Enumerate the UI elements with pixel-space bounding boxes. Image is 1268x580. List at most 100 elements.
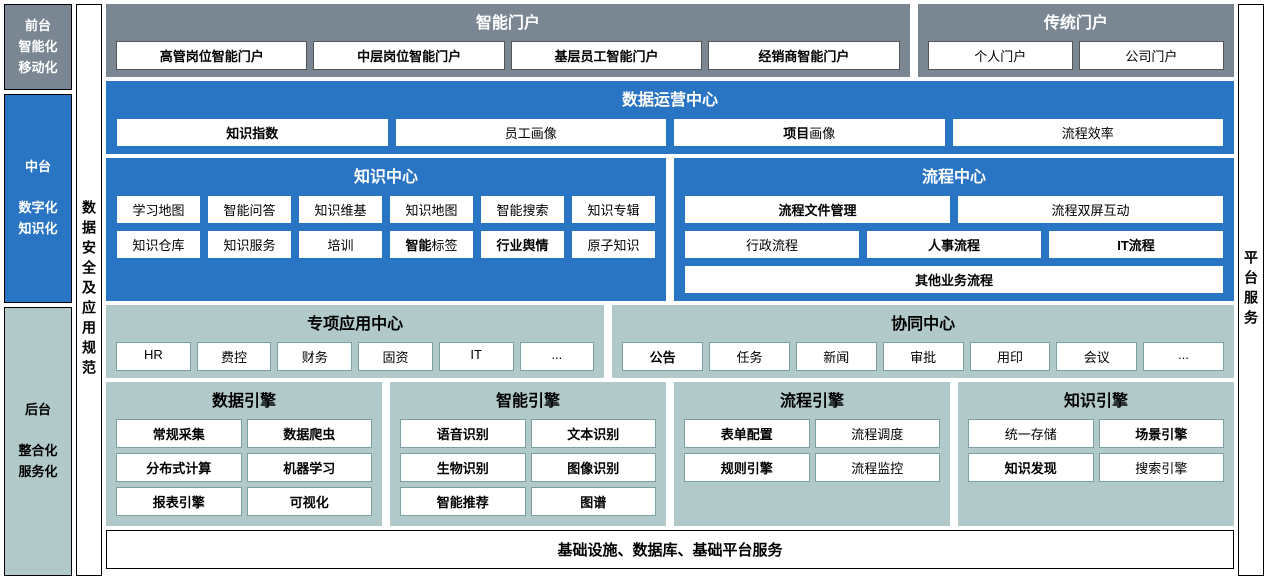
tier-back-label: 后台 整合化 服务化 (18, 400, 57, 483)
tier-mid: 中台 数字化 知识化 (4, 94, 72, 302)
kc-item: 智能搜索 (480, 195, 565, 224)
collab-item: 用印 (970, 342, 1051, 371)
engine-item: 生物识别 (400, 453, 526, 482)
flow-engine-panel: 流程引擎 表单配置 流程调度 规则引擎 流程监控 (674, 382, 950, 526)
tier-front: 前台 智能化 移动化 (4, 4, 72, 90)
portal-item: 经销商智能门户 (708, 41, 899, 70)
process-center-panel: 流程中心 流程文件管理 流程双屏互动 行政流程 人事流程 IT流程 其他业务流程 (674, 158, 1234, 301)
process-center-title: 流程中心 (676, 160, 1232, 190)
left-tier-column: 前台 智能化 移动化 中台 数字化 知识化 后台 整合化 服务化 (4, 4, 72, 576)
engine-item: 流程监控 (815, 453, 941, 482)
foundation-bar: 基础设施、数据库、基础平台服务 (106, 530, 1234, 569)
app-item: 固资 (358, 342, 433, 371)
pc-item: 其他业务流程 (684, 265, 1224, 294)
engine-item: 统一存储 (968, 419, 1094, 448)
app-item: ... (520, 342, 595, 371)
kc-item: 知识专辑 (571, 195, 656, 224)
kc-item: 学习地图 (116, 195, 201, 224)
engine-item: 图像识别 (531, 453, 657, 482)
engine-item: 可视化 (247, 487, 373, 516)
ops-item: 知识指数 (116, 118, 389, 147)
special-apps-body: HR 费控 财务 固资 IT ... (108, 337, 602, 376)
smart-portal-panel: 智能门户 高管岗位智能门户 中层岗位智能门户 基层员工智能门户 经销商智能门户 (106, 4, 910, 77)
smart-portal-title: 智能门户 (108, 6, 908, 36)
engine-item: 文本识别 (531, 419, 657, 448)
engine-item: 报表引擎 (116, 487, 242, 516)
ai-engine-title: 智能引擎 (392, 384, 664, 414)
security-strip-label: 数据安全及应用规范 (79, 200, 99, 380)
architecture-diagram: 前台 智能化 移动化 中台 数字化 知识化 后台 整合化 服务化 数据安全及应用… (0, 0, 1268, 580)
ai-engine-panel: 智能引擎 语音识别 文本识别 生物识别 图像识别 智能推荐 图谱 (390, 382, 666, 526)
platform-services-label: 平台服务 (1241, 250, 1261, 330)
app-item: 费控 (197, 342, 272, 371)
engines-row: 数据引擎 常规采集 数据爬虫 分布式计算 机器学习 报表引擎 可视化 智能引擎 … (106, 382, 1234, 526)
knowledge-center-panel: 知识中心 学习地图 智能问答 知识维基 知识地图 智能搜索 知识专辑 知识仓库 … (106, 158, 666, 301)
knowledge-center-title: 知识中心 (108, 160, 664, 190)
ops-item: 员工画像 (395, 118, 668, 147)
engine-item: 常规采集 (116, 419, 242, 448)
kc-item: 智能问答 (207, 195, 292, 224)
kc-item: 原子知识 (571, 230, 656, 259)
smart-portal-body: 高管岗位智能门户 中层岗位智能门户 基层员工智能门户 经销商智能门户 (108, 36, 908, 75)
kc-item: 知识维基 (298, 195, 383, 224)
collab-item: ... (1143, 342, 1224, 371)
engine-item: 语音识别 (400, 419, 526, 448)
trad-portal-body: 个人门户 公司门户 (920, 36, 1232, 75)
special-apps-title: 专项应用中心 (108, 307, 602, 337)
engine-item: 图谱 (531, 487, 657, 516)
app-item: HR (116, 342, 191, 371)
tier-mid-label: 中台 数字化 知识化 (18, 157, 57, 240)
collab-center-title: 协同中心 (614, 307, 1232, 337)
collab-item: 审批 (883, 342, 964, 371)
engine-item: 搜索引擎 (1099, 453, 1225, 482)
data-engine-title: 数据引擎 (108, 384, 380, 414)
apps-row: 专项应用中心 HR 费控 财务 固资 IT ... 协同中心 公告 任务 新闻 … (106, 305, 1234, 378)
app-item: IT (439, 342, 514, 371)
pc-item: 流程文件管理 (684, 195, 951, 224)
engine-item: 场景引擎 (1099, 419, 1225, 448)
portal-item: 基层员工智能门户 (511, 41, 702, 70)
collab-item: 会议 (1056, 342, 1137, 371)
pc-item: IT流程 (1048, 230, 1224, 259)
ops-center-panel: 数据运营中心 知识指数 员工画像 项目画像 流程效率 (106, 81, 1234, 154)
engine-item: 规则引擎 (684, 453, 810, 482)
pc-item: 行政流程 (684, 230, 860, 259)
know-engine-title: 知识引擎 (960, 384, 1232, 414)
trad-portal-title: 传统门户 (920, 6, 1232, 36)
kc-item: 行业舆情 (480, 230, 565, 259)
ops-center-body: 知识指数 员工画像 项目画像 流程效率 (108, 113, 1232, 152)
kc-item: 知识仓库 (116, 230, 201, 259)
centers-row: 知识中心 学习地图 智能问答 知识维基 知识地图 智能搜索 知识专辑 知识仓库 … (106, 158, 1234, 301)
security-strip: 数据安全及应用规范 (76, 4, 102, 576)
trad-portal-panel: 传统门户 个人门户 公司门户 (918, 4, 1234, 77)
kc-item: 知识服务 (207, 230, 292, 259)
engine-item: 知识发现 (968, 453, 1094, 482)
data-engine-body: 常规采集 数据爬虫 分布式计算 机器学习 报表引擎 可视化 (108, 414, 380, 524)
collab-item: 任务 (709, 342, 790, 371)
platform-services-strip: 平台服务 (1238, 4, 1264, 576)
ops-item: 项目画像 (673, 118, 946, 147)
collab-center-body: 公告 任务 新闻 审批 用印 会议 ... (614, 337, 1232, 376)
special-apps-panel: 专项应用中心 HR 费控 财务 固资 IT ... (106, 305, 604, 378)
portal-item: 个人门户 (928, 41, 1073, 70)
portal-item: 中层岗位智能门户 (313, 41, 504, 70)
engine-item: 分布式计算 (116, 453, 242, 482)
knowledge-center-body: 学习地图 智能问答 知识维基 知识地图 智能搜索 知识专辑 知识仓库 知识服务 … (108, 190, 664, 264)
pc-item: 人事流程 (866, 230, 1042, 259)
pc-item: 流程双屏互动 (957, 195, 1224, 224)
flow-engine-body: 表单配置 流程调度 规则引擎 流程监控 (676, 414, 948, 490)
collab-item: 新闻 (796, 342, 877, 371)
portal-item: 高管岗位智能门户 (116, 41, 307, 70)
portal-item: 公司门户 (1079, 41, 1224, 70)
kc-item: 知识地图 (389, 195, 474, 224)
process-center-body: 流程文件管理 流程双屏互动 行政流程 人事流程 IT流程 其他业务流程 (676, 190, 1232, 299)
tier-back: 后台 整合化 服务化 (4, 307, 72, 576)
collab-center-panel: 协同中心 公告 任务 新闻 审批 用印 会议 ... (612, 305, 1234, 378)
center-column: 智能门户 高管岗位智能门户 中层岗位智能门户 基层员工智能门户 经销商智能门户 … (106, 4, 1234, 576)
collab-item: 公告 (622, 342, 703, 371)
app-item: 财务 (277, 342, 352, 371)
ops-center-title: 数据运营中心 (108, 83, 1232, 113)
ops-item: 流程效率 (952, 118, 1225, 147)
know-engine-body: 统一存储 场景引擎 知识发现 搜索引擎 (960, 414, 1232, 490)
kc-item: 智能标签 (389, 230, 474, 259)
